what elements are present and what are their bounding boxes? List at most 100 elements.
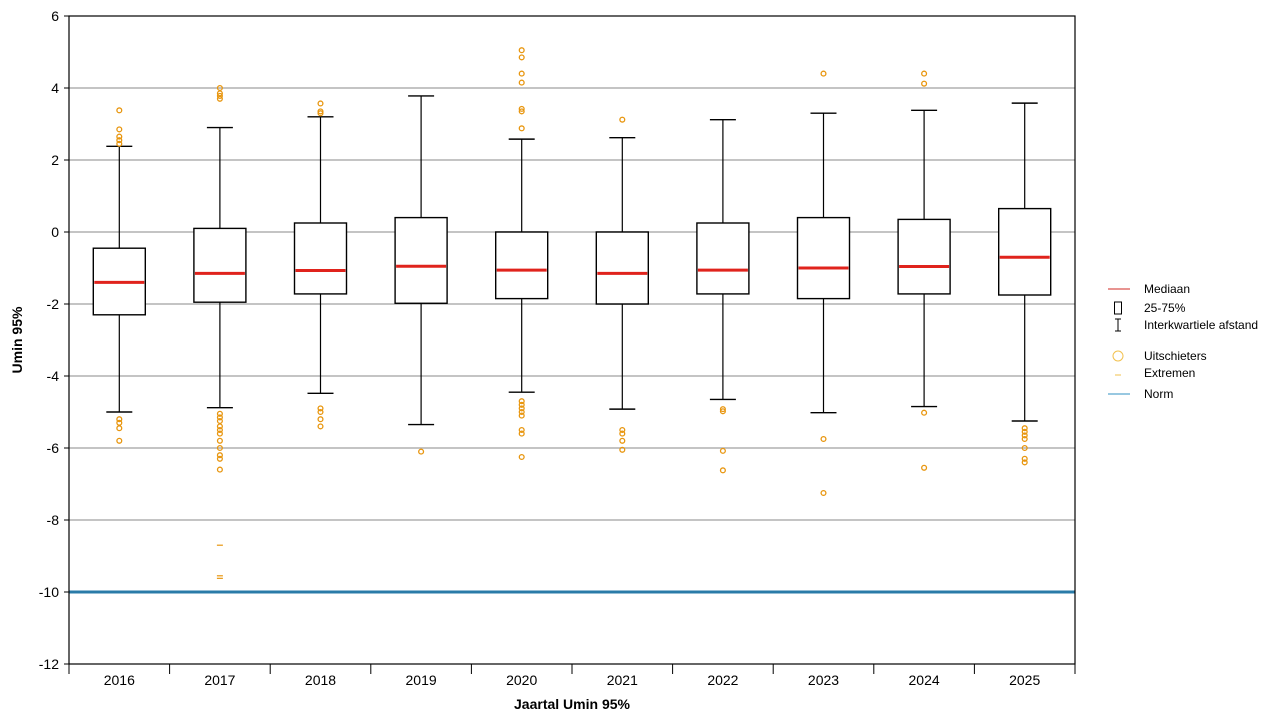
outlier-point — [518, 453, 525, 461]
outlier-point — [518, 105, 525, 112]
outlier-point — [719, 406, 726, 413]
boxes — [92, 47, 1052, 579]
outlier-point — [1021, 459, 1028, 466]
iqr-box — [193, 227, 247, 303]
outlier-point — [116, 133, 123, 140]
x-axis-title: Jaartal Umin 95% — [514, 696, 630, 711]
outlier-point — [619, 426, 626, 434]
x-tick-label: 2016 — [104, 672, 135, 688]
legend-label: Mediaan — [1144, 282, 1190, 296]
outlier-point — [921, 70, 928, 77]
legend-label: Interkwartiele afstand — [1144, 318, 1258, 332]
outlier-point — [518, 70, 525, 77]
x-tick-label: 2017 — [204, 672, 235, 688]
outlier-point — [216, 444, 223, 452]
iqr-box — [495, 231, 549, 300]
outlier-point — [216, 452, 223, 459]
box-2019 — [394, 95, 448, 455]
outlier-point — [116, 126, 123, 133]
x-tick-label: 2021 — [607, 672, 638, 688]
outlier-point — [116, 107, 123, 114]
outlier-point — [216, 423, 223, 430]
box-2021 — [595, 116, 649, 453]
iqr-box — [394, 216, 448, 304]
iqr-box — [696, 222, 750, 295]
y-axis-title: Umin 95% — [9, 306, 25, 373]
outlier-point — [317, 100, 324, 107]
y-tick-label: -4 — [47, 368, 60, 384]
outlier-point — [921, 80, 928, 87]
outlier-point — [317, 408, 324, 416]
outlier-point — [820, 70, 827, 77]
x-tick-label: 2023 — [808, 672, 839, 688]
box-2018 — [293, 100, 348, 430]
outlier-point — [619, 446, 626, 453]
outlier-point — [1021, 425, 1028, 432]
x-tick-label: 2024 — [909, 672, 940, 688]
y-tick-label: -12 — [39, 656, 59, 672]
outlier-point — [619, 116, 626, 123]
outlier-point — [116, 416, 123, 423]
y-tick-label: -10 — [39, 584, 59, 600]
iqr-box — [293, 222, 348, 295]
x-tick-label: 2025 — [1009, 672, 1040, 688]
y-tick-label: -6 — [47, 440, 60, 456]
legend: Mediaan 25-75% Interkwartiele afstand Uitsc… — [1108, 282, 1258, 401]
legend-label: Uitschieters — [1144, 349, 1207, 363]
outlier-point — [921, 409, 928, 416]
outlier-point — [719, 408, 726, 415]
outlier-point — [116, 137, 123, 144]
outlier-point — [418, 448, 425, 455]
outlier-point — [1021, 444, 1028, 452]
x-tick-label: 2019 — [406, 672, 437, 688]
box-2022 — [696, 118, 750, 474]
legend-label: Extremen — [1144, 366, 1195, 380]
y-tick-label: 0 — [51, 224, 59, 240]
legend-item-outlier: Uitschieters — [1112, 349, 1207, 363]
legend-item-median: Mediaan — [1108, 282, 1190, 296]
outlier-point — [216, 84, 223, 92]
outlier-point — [518, 408, 525, 416]
outlier-point — [518, 47, 525, 54]
outlier-point — [820, 489, 827, 497]
box-2024 — [897, 70, 951, 471]
outlier-point — [1021, 432, 1028, 439]
outlier-point — [518, 79, 525, 86]
outlier-point — [1021, 455, 1028, 462]
outlier-point — [518, 412, 525, 419]
outlier-point — [317, 108, 324, 115]
outlier-point — [921, 464, 928, 471]
outlier-point — [317, 416, 324, 423]
outlier-point — [116, 425, 123, 432]
legend-item-whisker: Interkwartiele afstand — [1115, 318, 1258, 332]
outlier-point — [619, 430, 626, 437]
legend-label: Norm — [1144, 387, 1173, 401]
y-tick-label: 6 — [51, 8, 59, 24]
iqr-box — [796, 216, 851, 300]
outlier-point — [518, 398, 525, 405]
outlier-point — [216, 437, 223, 444]
x-tick-label: 2022 — [707, 672, 738, 688]
x-tick-label: 2020 — [506, 672, 537, 688]
y-tick-label: -2 — [47, 296, 60, 312]
box-2017 — [193, 84, 247, 579]
outlier-point — [518, 401, 525, 408]
iqr-box — [595, 231, 649, 305]
outlier-point — [518, 405, 525, 412]
outlier-point — [719, 467, 726, 474]
outlier-point — [619, 437, 626, 444]
outlier-point — [116, 140, 123, 147]
axes: -12 -10 -8 -6 -4 -2 0 2 4 6 2016 2017 2018 2019 2020 20… — [39, 8, 1076, 688]
x-tick-label: 2018 — [305, 672, 336, 688]
outlier-point — [518, 54, 525, 61]
outlier-point — [216, 430, 223, 437]
outlier-point — [317, 405, 324, 412]
outlier-point — [116, 437, 123, 444]
outlier-point — [719, 447, 726, 454]
legend-item-extreme: Extremen — [1115, 366, 1195, 380]
outlier-point — [216, 92, 223, 99]
outlier-point — [820, 435, 827, 443]
box-2025 — [998, 102, 1052, 466]
outlier-point — [518, 125, 525, 132]
